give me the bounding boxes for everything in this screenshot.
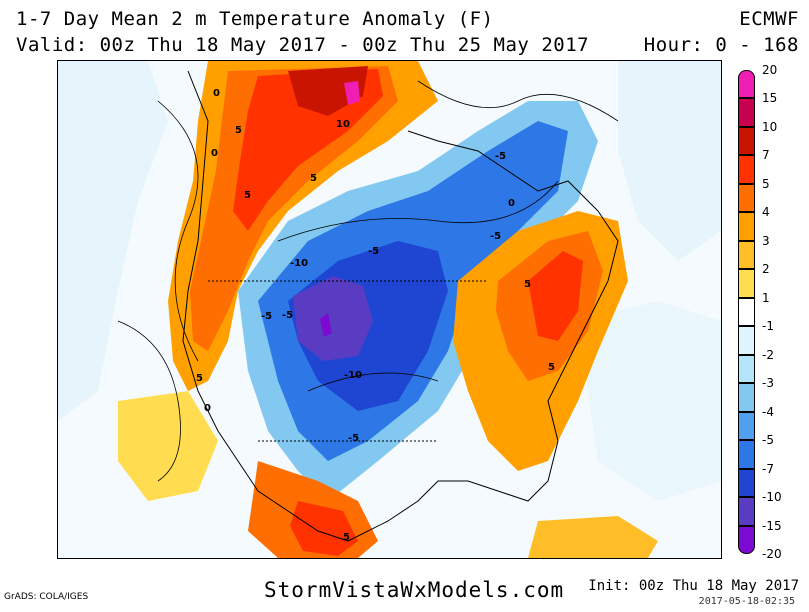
contour-label: -5 [368, 246, 379, 257]
legend-swatch [738, 497, 755, 526]
contour-label: 5 [310, 173, 317, 184]
legend-label: 2 [762, 262, 770, 277]
legend-swatch [738, 297, 755, 327]
contour-label-group: 0 0 5 10 -5 5 5 -10 -5 -5 -5 -5 5 5 -10 … [196, 88, 555, 543]
legend-swatch [738, 383, 755, 412]
legend-label: 10 [762, 119, 778, 134]
legend-swatch [738, 440, 755, 469]
model-name: ECMWF [739, 8, 799, 30]
legend-label: 7 [762, 148, 770, 163]
color-legend: 20 15 10 7 5 4 3 2 1 -1 -2 -3 -4 -5 -7 -10 -15 -20 [738, 63, 808, 561]
contour-label: 10 [336, 119, 350, 130]
legend-label: -15 [762, 518, 782, 533]
contour-label: -10 [290, 258, 308, 269]
legend-label: -5 [762, 433, 774, 448]
legend-swatch [738, 411, 755, 441]
legend-label: -3 [762, 376, 774, 391]
site-watermark: StormVistaWxModels.com [264, 578, 565, 602]
legend-label: -10 [762, 490, 782, 505]
anomaly-region-neutral-east [618, 61, 721, 261]
legend-swatch [738, 240, 755, 270]
contour-label: 0 [204, 403, 211, 414]
contour-label: -5 [490, 231, 501, 242]
generation-timestamp: 2017-05-18-02:35 [698, 596, 795, 607]
anomaly-region-coldest-spot [320, 313, 332, 337]
anomaly-region-very-hot-northwest [233, 69, 383, 231]
legend-label: -20 [762, 547, 782, 561]
legend-label: 3 [762, 233, 770, 248]
anomaly-region-peak-north [344, 81, 360, 105]
anomaly-region-light-blue-atlantic [578, 301, 721, 501]
init-time: Init: 00z Thu 18 May 2017 [588, 578, 799, 594]
legend-label: 4 [762, 205, 770, 220]
anomaly-region-warm-pacific [118, 391, 218, 501]
contour-label: 5 [196, 373, 203, 384]
legend-swatch [738, 212, 755, 241]
legend-swatch [738, 183, 755, 213]
anomaly-region-hot-northwest [190, 66, 398, 351]
legend-label: -4 [762, 404, 774, 419]
contour-label: -5 [495, 151, 506, 162]
legend-label: 20 [762, 63, 778, 77]
anomaly-region-hot-mexico [290, 501, 358, 556]
legend-swatch [738, 155, 755, 184]
valid-period: Valid: 00z Thu 18 May 2017 - 00z Thu 25 … [16, 34, 590, 56]
contour-label: -5 [282, 310, 293, 321]
contour-label: -5 [348, 433, 359, 444]
anomaly-map: 0 0 5 10 -5 5 5 -10 -5 -5 -5 -5 5 5 -10 … [57, 60, 722, 559]
contour-label: 5 [548, 362, 555, 373]
contour-label: -5 [261, 311, 272, 322]
legend-swatch [738, 269, 755, 298]
legend-swatch [738, 126, 755, 156]
forecast-hour-range: Hour: 0 - 168 [643, 34, 799, 56]
legend-swatch [738, 354, 755, 384]
contour-label: 5 [343, 532, 350, 543]
contour-label: 0 [508, 198, 515, 209]
legend-label: 1 [762, 290, 770, 305]
legend-swatch [738, 525, 755, 554]
anomaly-region-very-hot-east [528, 251, 583, 341]
legend-label: -1 [762, 319, 774, 334]
legend-swatch [738, 468, 755, 498]
anomaly-region-coldest-interior [293, 276, 373, 361]
software-credit: GrADS: COLA/IGES [4, 592, 89, 602]
legend-label: -7 [762, 461, 774, 476]
map-title: 1-7 Day Mean 2 m Temperature Anomaly (F) [16, 8, 494, 30]
legend-label: -2 [762, 347, 774, 362]
anomaly-region-neutral-west [58, 61, 168, 421]
legend-swatch [738, 326, 755, 355]
anomaly-region-warm-caribbean [528, 516, 658, 558]
legend-label: 15 [762, 91, 778, 106]
legend-swatch [738, 98, 755, 127]
anomaly-contours [117, 80, 619, 482]
map-coastlines [182, 70, 619, 542]
contour-label: 5 [235, 125, 242, 136]
contour-label: 5 [244, 190, 251, 201]
legend-swatch [738, 70, 755, 99]
contour-label: 0 [213, 88, 220, 99]
contour-label: 5 [524, 279, 531, 290]
contour-label: -10 [344, 370, 362, 381]
contour-label: 0 [211, 148, 218, 159]
legend-label: 5 [762, 176, 770, 191]
